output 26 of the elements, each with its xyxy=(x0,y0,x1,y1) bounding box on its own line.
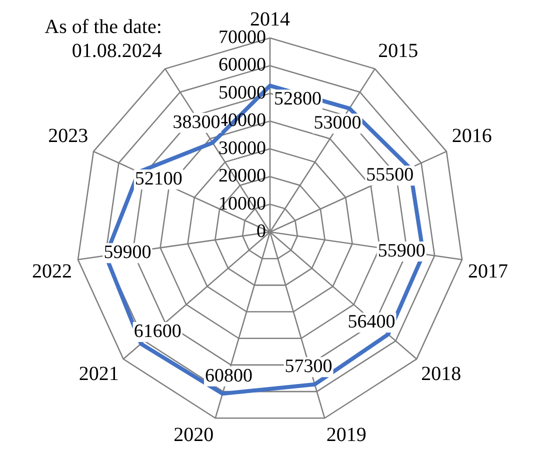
y-tick-label: 30000 xyxy=(218,138,266,159)
spoke-label: 2022 xyxy=(32,260,72,283)
spoke-label: 2015 xyxy=(378,40,418,62)
data-label: 55500 xyxy=(366,164,414,186)
y-tick-label: 60000 xyxy=(218,54,266,76)
spoke-label: 2023 xyxy=(48,125,88,148)
spoke-label: 2016 xyxy=(452,125,492,148)
data-label: 52800 xyxy=(274,88,322,110)
data-label: 57300 xyxy=(284,356,332,378)
spoke-label: 2019 xyxy=(326,424,366,446)
data-label: 55900 xyxy=(378,240,426,262)
data-label: 56400 xyxy=(348,312,396,333)
data-label: 60800 xyxy=(204,365,252,386)
data-label: 38300 xyxy=(172,112,220,133)
y-tick-label: 0 xyxy=(256,220,266,242)
data-label: 53000 xyxy=(314,112,362,134)
spoke-label: 2021 xyxy=(78,363,119,386)
spoke-label: As of the date: 01.08.2024 xyxy=(44,16,162,62)
spoke-label: 2018 xyxy=(421,363,462,386)
y-tick-label: 20000 xyxy=(218,166,266,187)
data-label: 61600 xyxy=(134,320,182,342)
y-tick-label: 10000 xyxy=(218,193,266,214)
spoke-label: 2020 xyxy=(174,424,214,446)
spoke-label: 2017 xyxy=(468,260,508,283)
data-label: 59900 xyxy=(104,242,152,264)
data-label: 52100 xyxy=(134,168,182,190)
